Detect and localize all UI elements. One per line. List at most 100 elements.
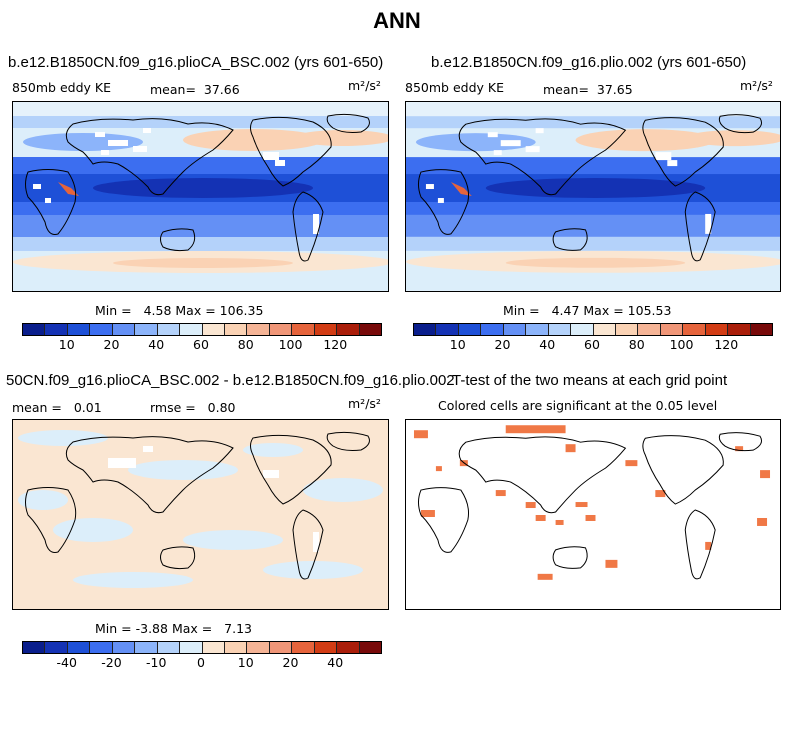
panel3-colorbar-swatch <box>247 642 270 653</box>
panel3-colorbar-swatch <box>224 642 248 653</box>
panel1-map <box>12 101 389 292</box>
panel3-colorbar-tick-label: -40 <box>56 655 77 670</box>
panel1-colorbar-swatch <box>269 324 293 335</box>
panel2-colorbar-swatch <box>728 324 751 335</box>
panel1-colorbar-swatch <box>90 324 113 335</box>
panel3-rmse-label: rmse = <box>150 400 196 415</box>
panel2-minmax: Min = 4.47 Max = 105.53 <box>503 303 671 318</box>
panel1-minmax: Min = 4.58 Max = 106.35 <box>95 303 263 318</box>
panel1-colorbar-swatch <box>157 324 181 335</box>
panel2-map-svg <box>406 102 780 291</box>
panel1-min-label: Min = <box>95 303 132 318</box>
panel1-colorbar-swatch <box>67 324 91 335</box>
panel1-units: m²/s² <box>348 78 381 93</box>
panel3-units: m²/s² <box>348 396 381 411</box>
panel1-colorbar-tick-label: 60 <box>193 337 209 352</box>
panel1-colorbar-swatch <box>292 324 315 335</box>
panel3-colorbar-tick-label: 20 <box>282 655 299 670</box>
panel2-colorbar-swatch <box>593 324 616 335</box>
panel2-colorbar-swatch <box>458 324 482 335</box>
panel1-colorbar-tick-label: 10 <box>58 337 75 352</box>
panel1-colorbar-tick-label: 80 <box>237 337 254 352</box>
panel1-max-value: 106.35 <box>219 303 264 318</box>
panel1-mean-label: mean= <box>150 82 196 97</box>
panel2-colorbar-swatch <box>481 324 504 335</box>
panel3-colorbar-swatch <box>112 642 136 653</box>
panel3-colorbar-swatch <box>90 642 113 653</box>
panel2-colorbar-swatch <box>526 324 549 335</box>
panel3-colorbar-tick-label: 0 <box>197 655 205 670</box>
panel2-mean: mean= 37.65 <box>543 82 633 97</box>
panel3-colorbar-swatch <box>292 642 315 653</box>
panel1-colorbar-swatch <box>337 324 360 335</box>
panel3-colorbar-swatch <box>23 642 46 653</box>
panel2-colorbar-swatch <box>503 324 527 335</box>
panel2-mean-value: 37.65 <box>596 82 633 97</box>
panel4-subtitle: Colored cells are significant at the 0.0… <box>438 398 718 413</box>
main-title: ANN <box>373 8 421 33</box>
panel1-title: b.e12.B1850CN.f09_g16.plioCA_BSC.002 (yr… <box>8 54 384 71</box>
panel3-mean: mean = 0.01 <box>12 400 102 415</box>
panel3-colorbar-swatch <box>67 642 91 653</box>
panel1-colorbar-swatch <box>247 324 270 335</box>
panel3-colorbar-swatch <box>337 642 360 653</box>
panel1-colorbar-tick-label: 40 <box>148 337 165 352</box>
panel2-colorbar-tick-label: 10 <box>449 337 466 352</box>
panel3-colorbar-swatch <box>359 642 381 653</box>
panel2-map <box>405 101 781 292</box>
panel2-colorbar-swatch <box>414 324 437 335</box>
panel1-colorbar-swatch <box>314 324 338 335</box>
panel2-colorbar-tick-label: 120 <box>714 337 739 352</box>
panel3-colorbar-swatch <box>202 642 225 653</box>
panel3-max-value: 7.13 <box>224 621 253 636</box>
panel2-colorbar-tick-label: 80 <box>628 337 645 352</box>
panel2-colorbar-swatch <box>660 324 684 335</box>
panel3-colorbar-tick-label: -20 <box>101 655 122 670</box>
panel2-max-value: 105.53 <box>627 303 672 318</box>
panel3-mean-value: 0.01 <box>73 400 102 415</box>
panel2-variable: 850mb eddy KE <box>405 80 504 95</box>
panel1-mean-value: 37.66 <box>203 82 240 97</box>
panel3-colorbar-swatch <box>135 642 158 653</box>
panel3-title: 50CN.f09_g16.plioCA_BSC.002 - b.e12.B185… <box>6 372 455 389</box>
panel3-min-value: -3.88 <box>135 621 168 636</box>
panel2-colorbar-swatch <box>683 324 706 335</box>
panel4-map <box>405 419 781 610</box>
panel3-min-label: Min = <box>95 621 132 636</box>
panel1-colorbar-swatch <box>224 324 248 335</box>
panel2-colorbar-swatch <box>638 324 661 335</box>
panel1-colorbar <box>22 323 382 336</box>
panel3-colorbar-tick-label: 40 <box>327 655 344 670</box>
panel2-colorbar-swatch <box>615 324 639 335</box>
panel1-colorbar-swatch <box>45 324 68 335</box>
panel1-colorbar-swatch <box>359 324 381 335</box>
panel3-mean-label: mean = <box>12 400 62 415</box>
panel1-colorbar-swatch <box>202 324 225 335</box>
panel3-colorbar-swatch <box>180 642 203 653</box>
panel3-colorbar-swatch <box>314 642 338 653</box>
panel1-colorbar-tick-label: 20 <box>103 337 120 352</box>
panel3-colorbar-swatch <box>157 642 181 653</box>
panel3-colorbar-swatch <box>269 642 293 653</box>
panel1-max-label: Max = <box>175 303 216 318</box>
panel2-units: m²/s² <box>740 78 773 93</box>
panel2-colorbar-swatch <box>436 324 459 335</box>
panel3-map-svg <box>13 420 388 609</box>
panel1-colorbar-swatch <box>23 324 46 335</box>
panel1-variable: 850mb eddy KE <box>12 80 111 95</box>
panel2-colorbar-swatch <box>548 324 572 335</box>
panel2-colorbar-tick-label: 40 <box>539 337 556 352</box>
panel2-colorbar-swatch <box>750 324 772 335</box>
panel3-map <box>12 419 389 610</box>
panel2-mean-label: mean= <box>543 82 589 97</box>
panel2-colorbar-tick-label: 20 <box>494 337 511 352</box>
panel2-min-label: Min = <box>503 303 540 318</box>
panel2-max-label: Max = <box>583 303 624 318</box>
significant-cells <box>413 425 771 580</box>
panel3-colorbar-swatch <box>45 642 68 653</box>
panel3-max-label: Max = <box>171 621 213 636</box>
panel3-minmax: Min = -3.88 Max = 7.13 <box>95 621 252 636</box>
panel3-rmse: rmse = 0.80 <box>150 400 236 415</box>
panel2-colorbar-tick-label: 60 <box>584 337 600 352</box>
panel2-colorbar <box>413 323 773 336</box>
